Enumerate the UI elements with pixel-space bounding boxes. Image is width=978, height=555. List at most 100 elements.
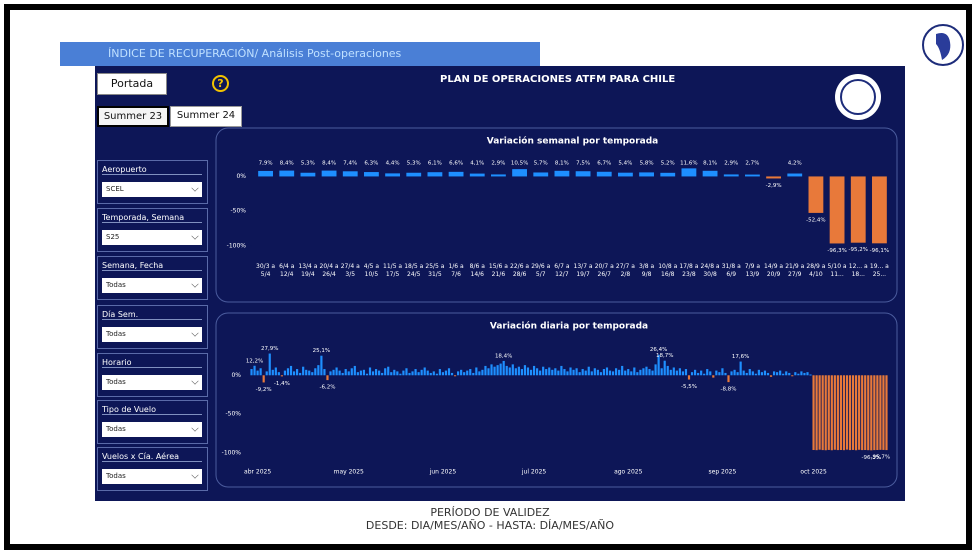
bar (818, 375, 821, 450)
bar (715, 370, 718, 376)
filter-label: Temporada, Semana (102, 213, 202, 223)
x-tick-label: 6/4 a 12/4 (279, 263, 295, 278)
bar (718, 372, 721, 376)
filter-dropdown[interactable]: SCEL (102, 182, 202, 197)
x-tick-label: 20/4 a 26/4 (319, 263, 339, 278)
bar (723, 174, 739, 177)
x-tick-label: 20/7 a 26/7 (594, 263, 614, 278)
bar (258, 170, 273, 177)
bar (399, 373, 402, 376)
filter-dropdown[interactable]: Todas (102, 375, 202, 390)
bar (314, 368, 317, 376)
bar (520, 369, 524, 376)
filter-dropdown[interactable]: S25 (102, 230, 202, 245)
bar (429, 372, 432, 376)
bar (721, 368, 724, 376)
bar (855, 375, 858, 451)
bar (300, 172, 316, 177)
bar (356, 372, 359, 376)
data-label: 7,9% (259, 161, 273, 167)
data-label: -96,3% (827, 248, 846, 254)
bar (406, 172, 422, 177)
data-label: -8,8% (721, 387, 737, 393)
bar (687, 375, 691, 380)
tab[interactable]: Summer 24 (170, 106, 242, 127)
data-label: 5,3% (407, 161, 421, 167)
data-label: 7,4% (343, 161, 357, 167)
bar (250, 369, 253, 376)
data-label: 8,1% (703, 161, 717, 167)
bar (864, 375, 867, 451)
bar (605, 367, 609, 376)
x-tick-label: 17/8 a 23/8 (679, 263, 699, 278)
filter-label: Semana, Fecha (102, 261, 202, 271)
bar (326, 375, 329, 381)
data-label: 18,7% (656, 353, 673, 359)
bar (739, 361, 742, 376)
bar (478, 371, 481, 376)
bar (526, 367, 530, 376)
dashboard (95, 66, 905, 501)
bar (648, 369, 651, 376)
bar (848, 375, 852, 451)
bar (829, 176, 845, 244)
filter-label: Horario (102, 358, 202, 368)
bar (560, 365, 563, 376)
bar (690, 372, 694, 376)
bar (364, 172, 379, 177)
tab[interactable]: Summer 23 (97, 106, 169, 127)
bar (496, 365, 499, 376)
bar (624, 370, 627, 376)
bar (292, 371, 296, 376)
bar (432, 371, 435, 376)
data-label: 8,4% (280, 161, 294, 167)
x-tick-label: 30/3 a 5/4 (256, 263, 276, 278)
filter-dropdown[interactable]: Todas (102, 469, 202, 484)
filter-dropdown[interactable]: Todas (102, 278, 202, 293)
bar (256, 370, 259, 376)
bar (730, 371, 733, 376)
bar (311, 372, 314, 376)
frame (4, 4, 972, 550)
y-tick-label: -50% (225, 411, 241, 418)
bar (533, 172, 549, 177)
bar (787, 173, 803, 177)
bar (259, 368, 262, 376)
bar (850, 176, 866, 243)
bar (639, 369, 642, 376)
bar (262, 375, 265, 383)
chart-title: Variación diaria por temporada (490, 321, 648, 332)
filter-panel (97, 208, 208, 252)
filter-dropdown[interactable]: Todas (102, 327, 202, 342)
bar (827, 375, 830, 450)
bar (277, 372, 280, 376)
home-button[interactable]: Portada (97, 73, 167, 95)
bar (405, 368, 408, 376)
x-tick-label: 11/5 a 17/5 (383, 263, 403, 278)
bar (584, 370, 587, 376)
x-tick-label: 1/6 a 7/6 (448, 263, 464, 278)
bar (772, 371, 776, 376)
bar (353, 365, 356, 376)
logo (922, 24, 964, 66)
x-tick-label: 4/5 a 10/5 (363, 263, 380, 278)
bar (703, 373, 706, 376)
bar (529, 369, 533, 376)
bar (384, 368, 387, 376)
filter-dropdown[interactable]: Todas (102, 422, 202, 437)
help-icon[interactable]: ? (212, 75, 229, 92)
data-label: 2,9% (724, 161, 738, 167)
bar (785, 371, 788, 376)
bar (873, 375, 876, 451)
bar (427, 172, 443, 177)
bar (536, 368, 539, 376)
bar (502, 360, 505, 376)
bar (490, 364, 493, 376)
x-tick-label: 21/9 a 27/9 (785, 263, 805, 278)
bar (742, 370, 745, 376)
bar (308, 370, 311, 376)
bar (645, 366, 648, 376)
data-label: 11,6% (680, 161, 697, 167)
x-tick-label: 6/7 a 12/7 (554, 263, 570, 278)
